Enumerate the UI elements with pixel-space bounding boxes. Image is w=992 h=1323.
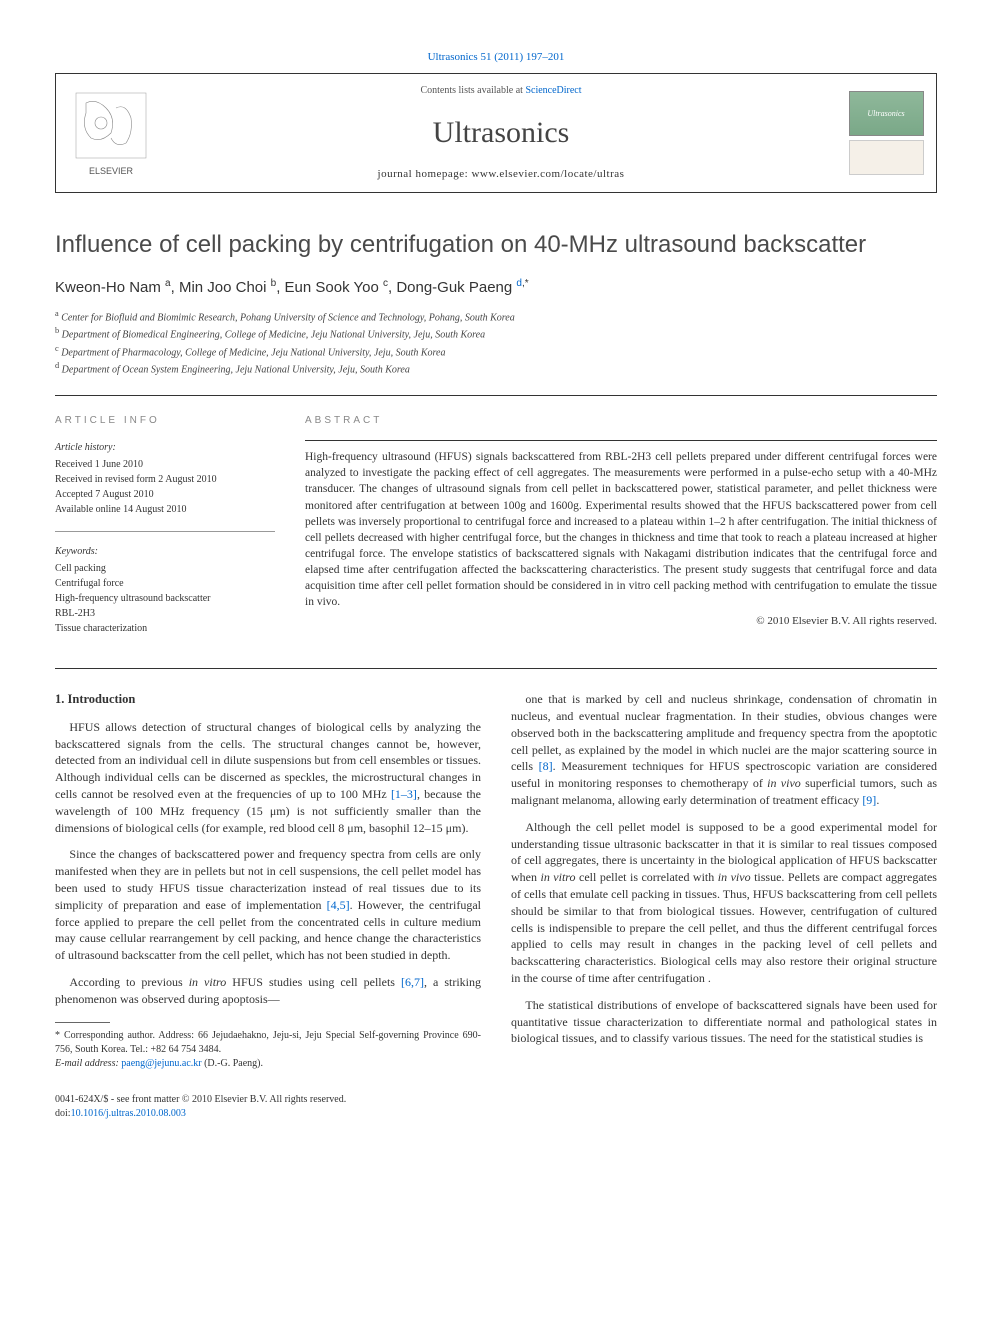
history-line: Available online 14 August 2010 [55, 502, 275, 517]
email-label: E-mail address: [55, 1058, 121, 1069]
cover-cell: Ultrasonics [836, 74, 936, 192]
affiliations-block: a Center for Biofluid and Biomimic Resea… [55, 308, 937, 377]
publisher-name: ELSEVIER [89, 166, 134, 176]
footnote-divider [55, 1022, 110, 1023]
abstract-text: High-frequency ultrasound (HFUS) signals… [305, 449, 937, 610]
running-head-link[interactable]: Ultrasonics 51 (2011) 197–201 [428, 51, 565, 63]
ref-link[interactable]: [1–3] [391, 787, 417, 801]
abstract-rule [305, 440, 937, 441]
body-columns: 1. Introduction HFUS allows detection of… [55, 691, 937, 1070]
keyword-line: Centrifugal force [55, 576, 275, 591]
email-suffix: (D.-G. Paeng). [202, 1058, 263, 1069]
running-head: Ultrasonics 51 (2011) 197–201 [55, 50, 937, 65]
contents-prefix: Contents lists available at [420, 85, 525, 96]
article-title: Influence of cell packing by centrifugat… [55, 228, 937, 262]
keyword-line: Tissue characterization [55, 621, 275, 636]
footnote-corr-text: * Corresponding author. Address: 66 Jeju… [55, 1029, 481, 1057]
elsevier-logo-icon: ELSEVIER [71, 88, 151, 178]
abstract-head: ABSTRACT [305, 414, 937, 428]
history-label: Article history: [55, 440, 275, 455]
body-para: The statistical distributions of envelop… [511, 997, 937, 1047]
body-para: one that is marked by cell and nucleus s… [511, 691, 937, 809]
running-head-citation: 51 (2011) 197–201 [478, 51, 565, 63]
body-para: Since the changes of backscattered power… [55, 846, 481, 964]
header-center: Contents lists available at ScienceDirec… [166, 74, 836, 192]
bottom-block: 0041-624X/$ - see front matter © 2010 El… [55, 1093, 937, 1121]
ref-link[interactable]: [4,5] [327, 898, 350, 912]
affiliation-line: c Department of Pharmacology, College of… [55, 343, 937, 360]
history-line: Received 1 June 2010 [55, 457, 275, 472]
journal-cover-icon: Ultrasonics [849, 91, 924, 136]
issn-line: 0041-624X/$ - see front matter © 2010 El… [55, 1093, 937, 1107]
history-line: Accepted 7 August 2010 [55, 487, 275, 502]
contents-line: Contents lists available at ScienceDirec… [166, 84, 836, 98]
info-divider [55, 531, 275, 532]
ref-link[interactable]: [8] [539, 759, 553, 773]
journal-name: Ultrasonics [166, 112, 836, 154]
keywords-block: Keywords: Cell packingCentrifugal forceH… [55, 544, 275, 636]
keyword-line: RBL-2H3 [55, 606, 275, 621]
doi-line: doi:10.1016/j.ultras.2010.08.003 [55, 1107, 937, 1121]
header-box: ELSEVIER Contents lists available at Sci… [55, 73, 937, 193]
affiliation-line: a Center for Biofluid and Biomimic Resea… [55, 308, 937, 325]
keyword-line: High-frequency ultrasound backscatter [55, 591, 275, 606]
affiliation-line: d Department of Ocean System Engineering… [55, 360, 937, 377]
divider-top [55, 395, 937, 396]
abstract-column: ABSTRACT High-frequency ultrasound (HFUS… [305, 414, 937, 650]
corresponding-author-footnote: * Corresponding author. Address: 66 Jeju… [55, 1029, 481, 1071]
journal-homepage: journal homepage: www.elsevier.com/locat… [166, 167, 836, 182]
publisher-logo-cell: ELSEVIER [56, 74, 166, 192]
ref-link[interactable]: [6,7] [401, 975, 424, 989]
info-abstract-row: ARTICLE INFO Article history: Received 1… [55, 414, 937, 650]
doi-link[interactable]: 10.1016/j.ultras.2010.08.003 [71, 1108, 186, 1119]
body-para: Although the cell pellet model is suppos… [511, 819, 937, 987]
history-line: Received in revised form 2 August 2010 [55, 472, 275, 487]
journal-cover-secondary-icon [849, 140, 924, 175]
sciencedirect-link[interactable]: ScienceDirect [525, 85, 581, 96]
abstract-copyright: © 2010 Elsevier B.V. All rights reserved… [305, 614, 937, 629]
body-para: According to previous in vitro HFUS stud… [55, 974, 481, 1008]
divider-below-abstract [55, 668, 937, 669]
page: Ultrasonics 51 (2011) 197–201 ELSEVIER C… [0, 0, 992, 1161]
affiliation-line: b Department of Biomedical Engineering, … [55, 325, 937, 342]
body-para: HFUS allows detection of structural chan… [55, 719, 481, 837]
article-history-block: Article history: Received 1 June 2010Rec… [55, 440, 275, 517]
corresponding-email-link[interactable]: paeng@jejunu.ac.kr [121, 1058, 201, 1069]
keyword-line: Cell packing [55, 561, 275, 576]
article-info-head: ARTICLE INFO [55, 414, 275, 428]
authors-line: Kweon-Ho Nam a, Min Joo Choi b, Eun Sook… [55, 277, 937, 298]
keywords-label: Keywords: [55, 544, 275, 559]
running-head-journal: Ultrasonics [428, 51, 478, 63]
doi-prefix: doi: [55, 1108, 71, 1119]
ref-link[interactable]: [9] [862, 793, 876, 807]
footnote-email-line: E-mail address: paeng@jejunu.ac.kr (D.-G… [55, 1057, 481, 1071]
section-1-head: 1. Introduction [55, 691, 481, 709]
article-info-column: ARTICLE INFO Article history: Received 1… [55, 414, 275, 650]
